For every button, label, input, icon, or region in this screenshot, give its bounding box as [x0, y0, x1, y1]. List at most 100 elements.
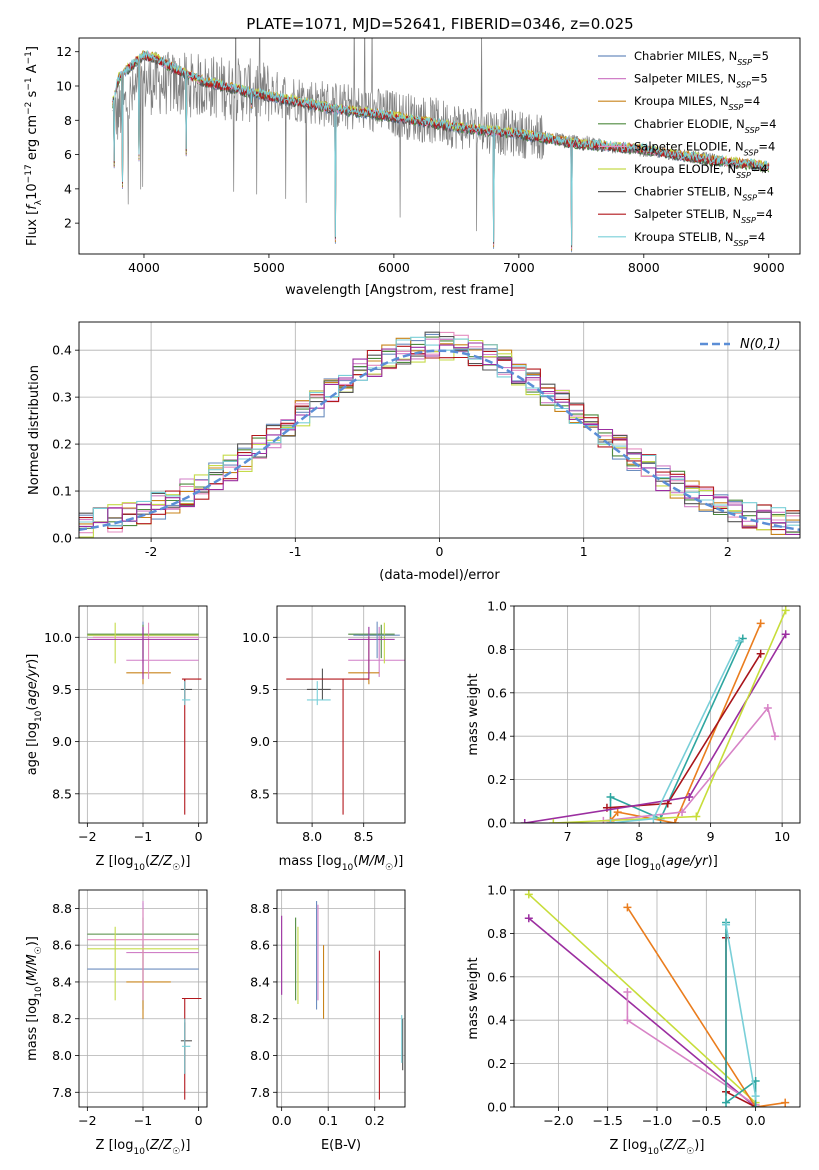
weight-series-line — [528, 893, 757, 1104]
x-tick-label: 0 — [436, 544, 444, 559]
y-tick-label: 9.0 — [52, 734, 72, 749]
x-tick-label: 8.5 — [354, 829, 374, 844]
x-tick-label: 9000 — [753, 260, 785, 275]
weight-point-marker — [678, 808, 687, 817]
x-tick-label: −0.5 — [691, 1113, 721, 1128]
x-tick-label: 0.2 — [365, 1113, 385, 1128]
weight-point-marker — [623, 1016, 632, 1025]
y-tick-label: 6 — [64, 147, 72, 162]
x-tick-label: −1.5 — [593, 1113, 623, 1128]
y-tick-label: 8.6 — [250, 938, 270, 953]
weight-point-marker — [751, 1092, 760, 1101]
legend-label: Kroupa ELODIE, NSSP=4 — [634, 162, 768, 180]
errorbar-plot-area — [87, 901, 202, 1100]
weight-vs-age-panel: 7 8 9 10 0.0 0.2 0.4 0.6 0.8 1.0 age [log10(age/yr… — [466, 599, 801, 873]
axes-frame — [78, 321, 801, 539]
weight-point-marker — [520, 819, 529, 823]
axes-frame — [78, 37, 801, 255]
x-tick-label: −2 — [78, 1113, 96, 1128]
x-tick-label: −2 — [78, 829, 96, 844]
weight-series-line — [609, 638, 744, 823]
x-tick-label: 0.0 — [272, 1113, 292, 1128]
x-tick-label: 5000 — [253, 260, 285, 275]
y-axis-label: mass weight — [466, 673, 481, 755]
x-axis-label: wavelength [Angstrom, rest frame] — [285, 283, 514, 298]
x-tick-label: 1 — [580, 544, 588, 559]
weight-series-line — [603, 706, 776, 822]
legend-label: N(0,1) — [740, 337, 781, 352]
weight-point-marker — [613, 808, 622, 817]
y-tick-label: 0.3 — [52, 390, 72, 405]
weight-point-marker — [670, 819, 679, 823]
x-tick-label: 8000 — [628, 260, 660, 275]
y-tick-label: 7.8 — [52, 1085, 72, 1100]
y-tick-label: 10.0 — [242, 630, 270, 645]
legend-label: Salpeter ELODIE, NSSP=4 — [634, 139, 775, 157]
y-tick-label: 12 — [56, 44, 72, 59]
histogram-step-line — [79, 331, 800, 534]
y-tick-label: 8.6 — [52, 938, 72, 953]
x-axis-label: age [log10(age/yr)] — [596, 854, 718, 873]
weight-series-line — [524, 633, 787, 823]
x-tick-label: 6000 — [378, 260, 410, 275]
x-tick-label: 4000 — [128, 260, 160, 275]
weight-point-marker — [781, 1098, 790, 1107]
y-tick-label: 1.0 — [487, 599, 507, 614]
errorbar-plot-area — [281, 901, 404, 1100]
x-axis-label: Z [log10(Z/Z☉)] — [610, 1138, 705, 1157]
y-tick-label: 8.5 — [52, 786, 72, 801]
x-tick-label: −1.0 — [642, 1113, 672, 1128]
y-tick-label: 0.6 — [487, 969, 507, 984]
y-tick-label: 8.2 — [52, 1011, 72, 1026]
weight-point-marker — [692, 812, 701, 821]
axes-frame — [78, 889, 208, 1108]
y-tick-label: 8.0 — [52, 1048, 72, 1063]
y-tick-label: 4 — [64, 181, 72, 196]
weight-series-line — [553, 609, 787, 823]
y-tick-label: 0.0 — [52, 531, 72, 546]
weight-point-marker — [722, 920, 731, 929]
x-tick-label: 9 — [707, 829, 715, 844]
x-tick-label: 0 — [195, 829, 203, 844]
weight-point-marker — [781, 606, 790, 615]
y-tick-label: 9.5 — [250, 682, 270, 697]
y-axis-label: mass weight — [466, 957, 481, 1039]
mass-vs-metallicity-panel: −2 −1 0 7.8 8.0 8.2 8.4 8.6 8.8 Z [log10(Z/Z☉)] ma… — [25, 889, 208, 1157]
errorbar-plot-area — [87, 621, 202, 815]
weight-point-marker — [735, 636, 744, 645]
y-tick-label: 0.2 — [487, 772, 507, 787]
axes-frame — [513, 889, 801, 1108]
y-tick-label: 8 — [64, 113, 72, 128]
y-tick-label: 0.2 — [487, 1056, 507, 1071]
axes-frame — [78, 605, 208, 824]
y-tick-label: 0.0 — [487, 816, 507, 831]
y-tick-label: 0.4 — [487, 1013, 507, 1028]
weight-series-line — [725, 924, 757, 1097]
y-tick-label: 8.2 — [250, 1011, 270, 1026]
y-axis-label: mass [log10(M/M☉)] — [25, 936, 44, 1061]
y-tick-label: 8.5 — [250, 786, 270, 801]
x-tick-label: 8 — [635, 829, 643, 844]
x-tick-label: 8.0 — [302, 829, 322, 844]
y-tick-label: 8.4 — [250, 974, 270, 989]
weight-series-line — [725, 937, 756, 1107]
y-axis-label: Normed distribution — [27, 365, 42, 495]
x-tick-label: -1 — [289, 544, 301, 559]
x-tick-label: 0.1 — [318, 1113, 338, 1128]
y-tick-label: 2 — [64, 216, 72, 231]
weight-plot-area — [524, 890, 790, 1107]
y-tick-label: 0.0 — [487, 1100, 507, 1115]
weight-point-marker — [770, 732, 779, 741]
x-axis-label: E(B-V) — [321, 1138, 361, 1153]
legend-label: Chabrier ELODIE, NSSP=4 — [634, 117, 776, 135]
weight-point-marker — [606, 792, 615, 801]
x-tick-label: 0.0 — [746, 1113, 766, 1128]
weight-point-marker — [606, 819, 615, 823]
weight-point-marker — [781, 630, 790, 639]
weight-point-marker — [649, 814, 658, 823]
figure-title: PLATE=1071, MJD=52641, FIBERID=0346, z=0… — [246, 15, 633, 33]
y-tick-label: 0.2 — [52, 437, 72, 452]
histogram-step-line — [79, 331, 800, 524]
legend-label: Chabrier STELIB, NSSP=4 — [634, 185, 774, 203]
